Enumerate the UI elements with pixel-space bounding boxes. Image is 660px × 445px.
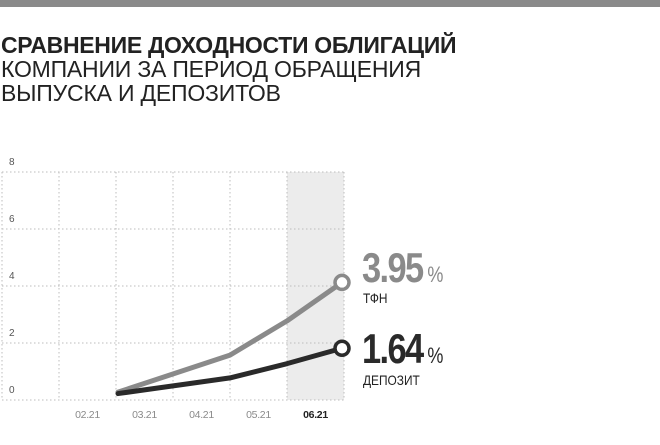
top-rule <box>0 0 660 7</box>
chart-title: СРАВНЕНИЕ ДОХОДНОСТИ ОБЛИГАЦИЙ КОМПАНИИ … <box>1 33 641 105</box>
series-line-0 <box>115 279 345 395</box>
series-lines <box>115 273 351 397</box>
title-bold-line: СРАВНЕНИЕ ДОХОДНОСТИ ОБЛИГАЦИЙ <box>1 32 457 58</box>
y-axis-tick-labels: 0 2 4 6 8 <box>9 157 15 396</box>
deposit-value-unit: % <box>427 343 444 368</box>
tfn-series-label: ТФН <box>363 290 388 306</box>
y-tick-label-6: 6 <box>9 214 15 225</box>
series-end-marker-1 <box>333 339 351 358</box>
series-line-1 <box>115 345 345 397</box>
series-end-marker-0 <box>333 273 351 292</box>
y-tick-label-0: 0 <box>9 385 15 396</box>
x-tick-label-02.21: 02.21 <box>75 409 100 421</box>
deposit-end-value: 1.64% <box>362 328 443 377</box>
title-line-2: КОМПАНИИ ЗА ПЕРИОД ОБРАЩЕНИЯ <box>1 56 422 82</box>
x-tick-label-05.21: 05.21 <box>246 409 271 421</box>
tfn-end-value: 3.95% <box>362 247 443 296</box>
x-tick-label-03.21: 03.21 <box>132 409 157 421</box>
tfn-value-unit: % <box>427 262 444 287</box>
x-tick-label-06.21: 06.21 <box>303 409 328 421</box>
x-tick-label-04.21: 04.21 <box>189 409 214 421</box>
deposit-series-label: ДЕПОЗИТ <box>363 372 420 388</box>
y-tick-label-4: 4 <box>9 271 15 282</box>
y-tick-label-8: 8 <box>9 157 15 168</box>
deposit-value-number: 1.64 <box>362 325 424 372</box>
tfn-value-number: 3.95 <box>362 244 424 291</box>
x-axis-tick-labels: 02.21 03.21 04.21 05.21 06.21 <box>75 409 329 421</box>
title-line-3: ВЫПУСКА И ДЕПОЗИТОВ <box>1 80 281 106</box>
y-tick-label-2: 2 <box>9 328 15 339</box>
horizontal-grid <box>2 171 344 401</box>
